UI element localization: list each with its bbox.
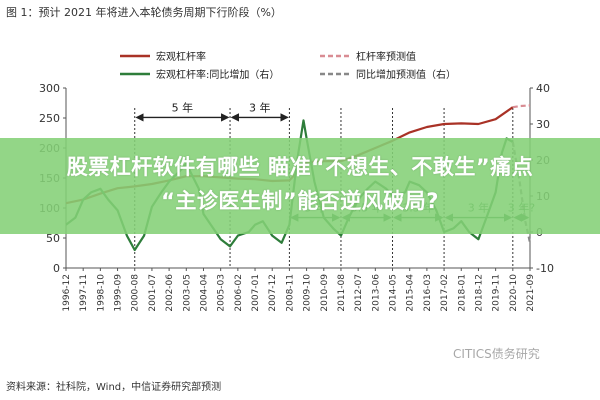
x-tick-label: 1999-09: [114, 274, 124, 312]
y-right-tick-label: 30: [536, 118, 550, 131]
x-tick-label: 2007-01: [251, 274, 261, 312]
x-tick-label: 2014-05: [389, 274, 399, 312]
y-left-tick-label: 0: [53, 262, 60, 275]
y-left-tick-label: 300: [39, 82, 60, 95]
x-tick-label: 2004-04: [199, 274, 209, 312]
y-left-tick-label: 50: [46, 232, 60, 245]
legend-label: 宏观杠杆率: [156, 50, 206, 63]
y-left-tick-label: 250: [39, 112, 60, 125]
x-tick-label: 2010-09: [320, 274, 330, 312]
legend-label: 杠杆率预测值: [356, 50, 416, 63]
legend-label: 同比增加预测值（右）: [356, 68, 456, 81]
x-tick-label: 2019-11: [492, 274, 502, 312]
headline-text[interactable]: 股票杠杆软件有哪些 瞄准“不想生、不敢生”痛点 “主诊医生制”能否逆风破局?: [0, 150, 600, 218]
x-tick-label: 2009-10: [303, 274, 313, 312]
figure-title: 图 1：预计 2021 年将进入本轮债务周期下行阶段（%）: [6, 6, 282, 19]
x-tick-label: 2003-05: [182, 274, 192, 312]
x-tick-label: 2018-12: [474, 274, 484, 312]
x-tick-label: 2020-10: [509, 274, 519, 312]
x-tick-label: 2000-08: [131, 274, 141, 312]
x-tick-label: 2018-01: [457, 274, 467, 312]
y-right-tick-label: -10: [536, 262, 554, 275]
x-tick-label: 2012-07: [354, 274, 364, 312]
x-tick-label: 2017-02: [440, 274, 450, 312]
x-tick-label: 2008-11: [285, 274, 295, 312]
x-tick-label: 1997-11: [79, 274, 89, 312]
x-tick-label: 1996-12: [62, 274, 72, 312]
headline-banner[interactable]: [0, 138, 600, 234]
x-tick-label: 2021-09: [526, 274, 536, 312]
interval-label: 5 年: [172, 100, 194, 114]
x-tick-label: 2005-03: [217, 274, 227, 312]
x-tick-label: 2011-08: [337, 274, 347, 312]
x-tick-label: 1998-10: [96, 274, 106, 312]
watermark: CITICS债务研究: [453, 347, 540, 361]
interval-label: 3 年: [249, 100, 271, 114]
y-right-tick-label: 40: [536, 82, 550, 95]
x-tick-label: 2016-03: [423, 274, 433, 312]
series-line: [512, 104, 531, 109]
x-tick-label: 2015-04: [406, 274, 416, 312]
headline-line-2[interactable]: “主诊医生制”能否逆风破局?: [161, 189, 439, 213]
x-tick-label: 2007-12: [268, 274, 278, 312]
x-tick-label: 2013-06: [371, 274, 381, 312]
legend-label: 宏观杠杆率:同比增加（右）: [156, 68, 279, 81]
headline-line-1[interactable]: 股票杠杆软件有哪些 瞄准“不想生、不敢生”痛点: [66, 155, 534, 179]
x-tick-label: 2006-02: [234, 274, 244, 312]
x-tick-label: 2002-06: [165, 274, 175, 312]
x-tick-label: 2001-07: [148, 274, 158, 312]
figure-source: 资料来源：社科院，Wind，中信证券研究部预测: [6, 382, 222, 393]
